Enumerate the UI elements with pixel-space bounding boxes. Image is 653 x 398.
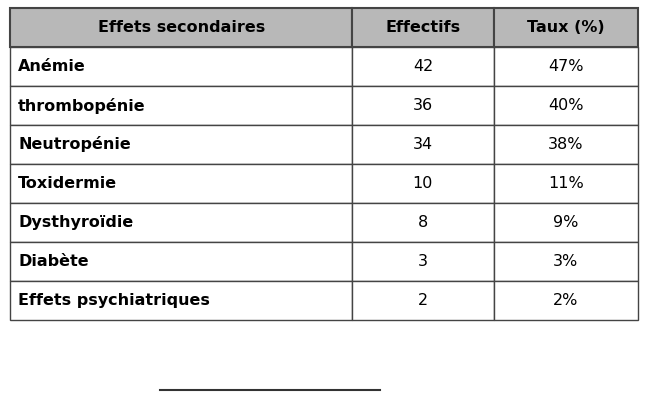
Bar (494, 47, 638, 86)
Bar (352, 164, 494, 203)
Bar (352, 125, 494, 164)
Text: Neutropénie: Neutropénie (18, 137, 131, 152)
Bar (10, 47, 352, 86)
Text: 8: 8 (418, 215, 428, 230)
Bar (352, 47, 494, 86)
Text: 34: 34 (413, 137, 433, 152)
Text: Effets secondaires: Effets secondaires (97, 20, 264, 35)
Bar (10, 203, 352, 242)
Text: 42: 42 (413, 59, 433, 74)
Bar (352, 86, 494, 125)
Bar (10, 164, 352, 203)
Text: 10: 10 (413, 176, 433, 191)
Text: 40%: 40% (548, 98, 584, 113)
Text: 9%: 9% (553, 215, 579, 230)
Text: Toxidermie: Toxidermie (18, 176, 117, 191)
Text: 2: 2 (418, 293, 428, 308)
Bar (352, 242, 494, 281)
Bar (10, 86, 352, 125)
Text: 47%: 47% (548, 59, 584, 74)
Text: 36: 36 (413, 98, 433, 113)
Bar (494, 242, 638, 281)
Text: 11%: 11% (548, 176, 584, 191)
Text: 38%: 38% (548, 137, 584, 152)
Bar (494, 8, 638, 47)
Text: Diabète: Diabète (18, 254, 89, 269)
Text: 3%: 3% (553, 254, 579, 269)
Text: Effets psychiatriques: Effets psychiatriques (18, 293, 210, 308)
Text: Anémie: Anémie (18, 59, 86, 74)
Bar (494, 125, 638, 164)
Bar (10, 281, 352, 320)
Bar (494, 203, 638, 242)
Bar (352, 203, 494, 242)
Bar (352, 281, 494, 320)
Text: Effectifs: Effectifs (385, 20, 460, 35)
Bar (494, 86, 638, 125)
Bar (494, 164, 638, 203)
Text: Dysthyroïdie: Dysthyroïdie (18, 215, 133, 230)
Bar (10, 242, 352, 281)
Bar (10, 8, 352, 47)
Text: Taux (%): Taux (%) (527, 20, 605, 35)
Text: 3: 3 (418, 254, 428, 269)
Bar (494, 281, 638, 320)
Bar (352, 8, 494, 47)
Bar (10, 125, 352, 164)
Text: thrombopénie: thrombopénie (18, 98, 146, 113)
Text: 2%: 2% (553, 293, 579, 308)
